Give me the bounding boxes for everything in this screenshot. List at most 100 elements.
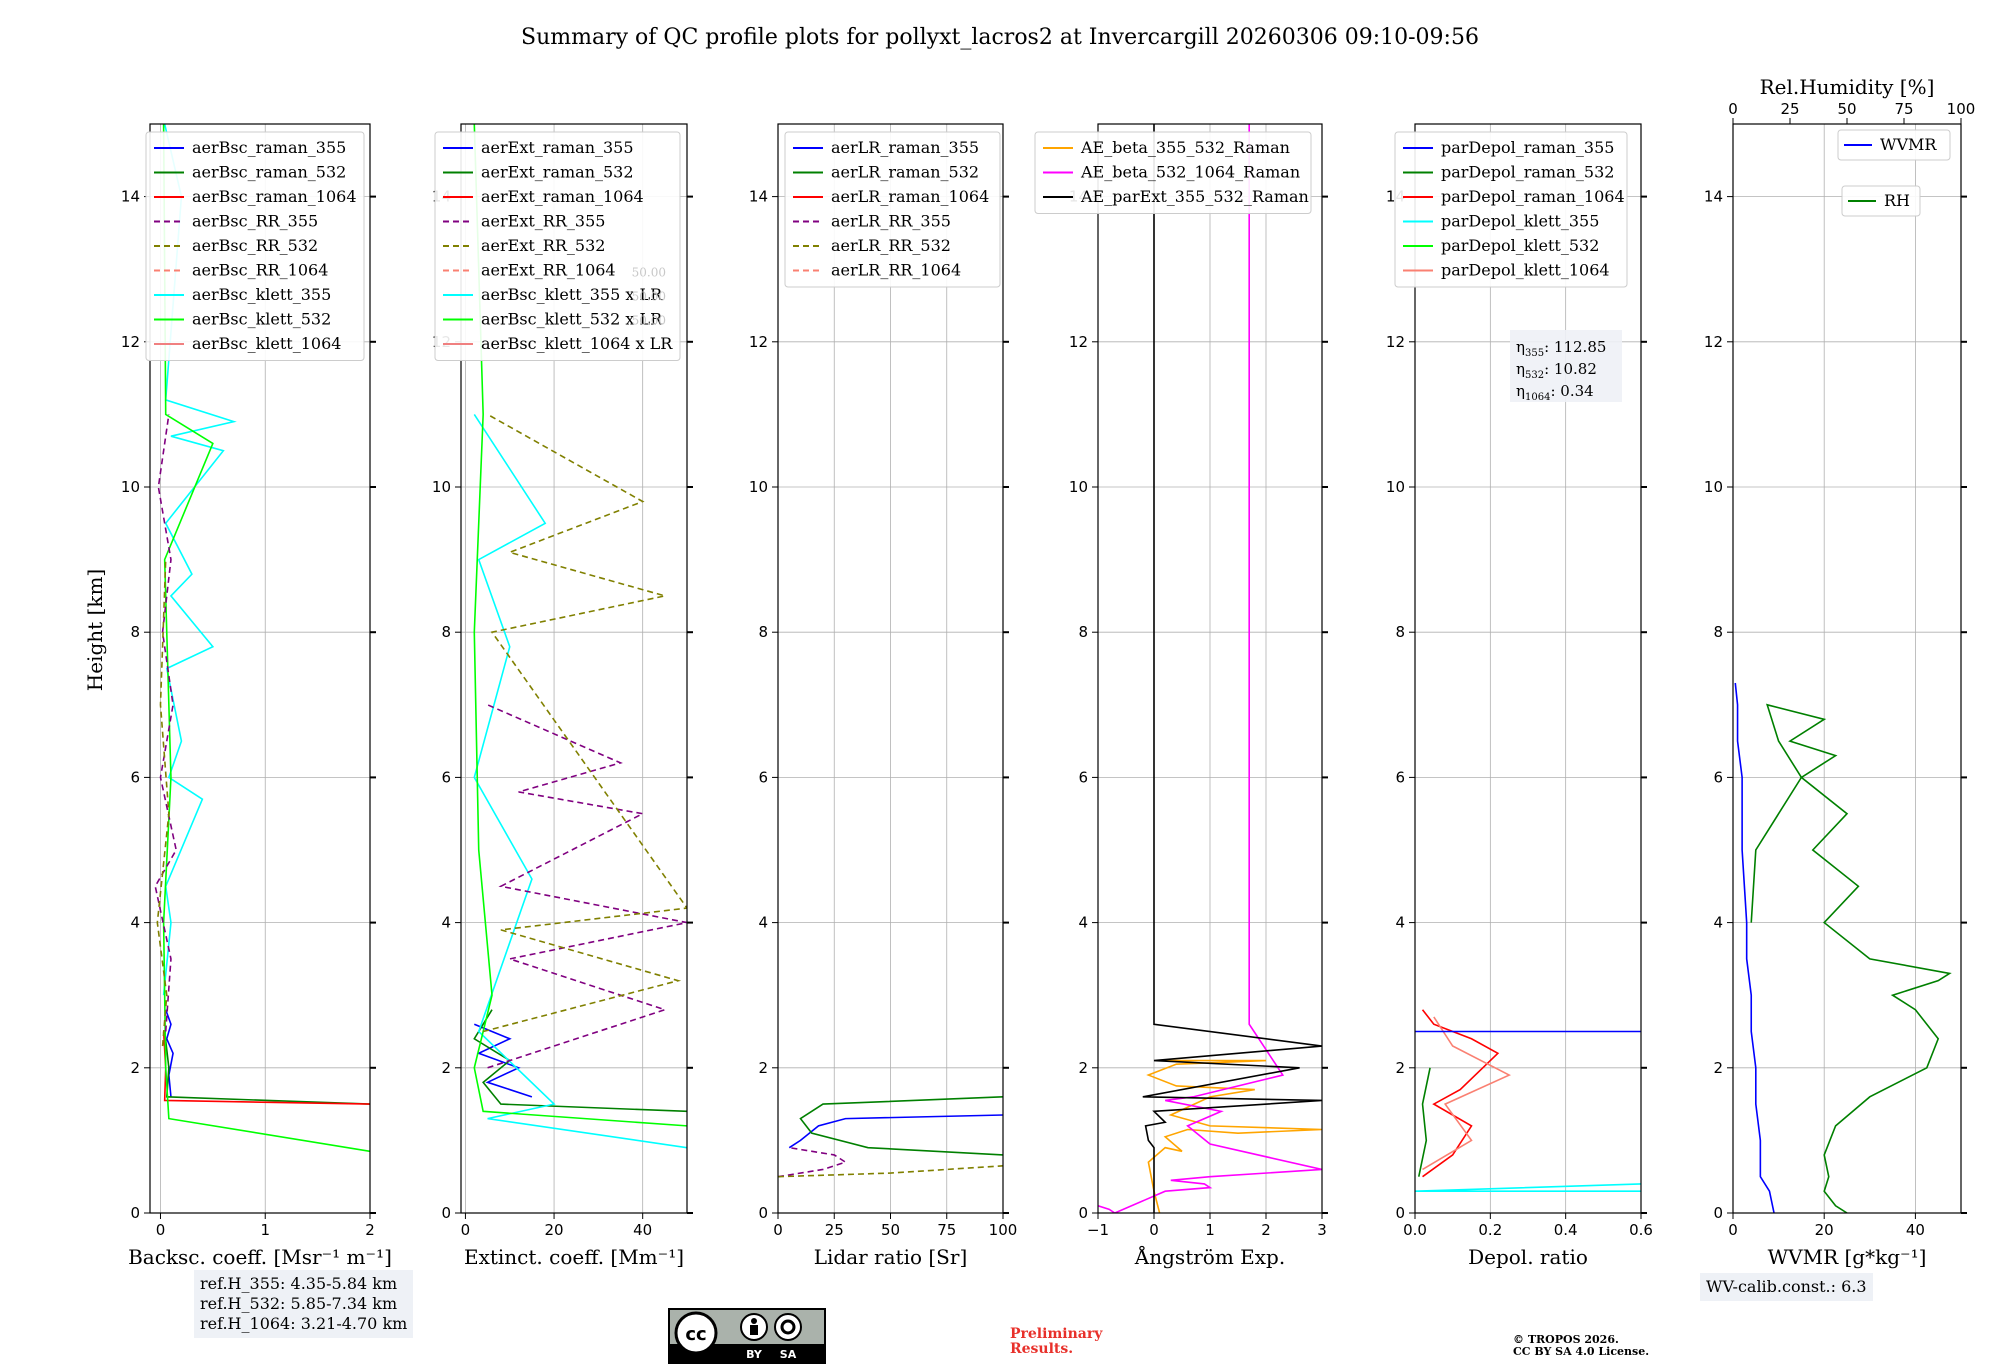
legend-label: aerLR_raman_532 <box>831 163 979 182</box>
legend-label: aerExt_raman_1064 <box>481 187 644 206</box>
legend-label: aerLR_RR_1064 <box>831 261 961 280</box>
y-tick-label: 10 <box>1704 478 1723 496</box>
axes-frame <box>460 123 688 1214</box>
series-parDepol_klett_355 <box>1415 1183 1641 1193</box>
y-tick-label: 12 <box>1386 333 1405 351</box>
y-tick-label: 2 <box>130 1059 140 1077</box>
legend-label: aerBsc_klett_532 <box>192 310 331 329</box>
legend-label: aerBsc_RR_355 <box>192 212 318 231</box>
legend-label: aerBsc_klett_355 <box>192 285 331 304</box>
ref-height-355: ref.H_355: 4.35-5.84 km <box>200 1274 398 1293</box>
y-tick-label: 10 <box>121 478 140 496</box>
top-tick-label: 100 <box>1947 100 1976 118</box>
legend-label: AE_beta_355_532_Raman <box>1080 138 1290 157</box>
series-parDepol_raman_1064 <box>1421 1009 1500 1178</box>
panel-water_vapor: 0 20 40 WVMR [g*kg⁻¹] 0 2 4 6 8 10 12 14 0 25 50 75 100 R… <box>1704 75 1975 1269</box>
x-tick-label: 40 <box>1906 1221 1925 1239</box>
sa-share-icon <box>774 1313 802 1341</box>
series-aerBsc_raman_532 <box>163 1031 370 1105</box>
y-tick-label: 6 <box>758 768 768 786</box>
series-AE_beta_355_532_Raman <box>1146 1059 1322 1213</box>
y-tick-label: 8 <box>1395 623 1405 641</box>
x-tick-label: −1 <box>1087 1221 1109 1239</box>
x-tick-label: 75 <box>937 1221 956 1239</box>
top-axis-label: Rel.Humidity [%] <box>1760 75 1935 99</box>
eta-box <box>1510 330 1622 402</box>
legend-label: parDepol_klett_355 <box>1441 212 1599 231</box>
y-tick-label: 6 <box>441 768 451 786</box>
y-tick-label: 0 <box>130 1204 140 1222</box>
x-tick-label: 0 <box>461 1221 471 1239</box>
preliminary-line: Results. <box>1010 1341 1074 1357</box>
legend-box <box>145 131 365 361</box>
legend-label: parDepol_klett_532 <box>1441 236 1599 255</box>
y-tick-label: 2 <box>1713 1059 1723 1077</box>
y-tick-label: 0 <box>1713 1204 1723 1222</box>
copyright-note: © TROPOS 2026. CC BY SA 4.0 License. <box>1513 1334 1649 1358</box>
legend-box <box>1034 131 1312 214</box>
x-axis-label: Ångström Exp. <box>1134 1244 1285 1269</box>
y-tick-label: 0 <box>1395 1204 1405 1222</box>
y-tick-label: 4 <box>130 914 140 932</box>
y-tick-label: 12 <box>1069 333 1088 351</box>
y-tick-label: 8 <box>130 623 140 641</box>
legend-label: aerBsc_klett_532 x LR <box>481 310 663 329</box>
ref-height-532: ref.H_532: 5.85-7.34 km <box>200 1294 398 1313</box>
series-aerExt_raman_532 <box>473 1009 687 1113</box>
preliminary-results-note: Preliminary Results. <box>1010 1327 1102 1357</box>
y-tick-label: 4 <box>1078 914 1088 932</box>
wv-calibration-box: WV-calib.const.: 6.3 <box>1700 1273 1873 1301</box>
y-tick-label: 8 <box>758 623 768 641</box>
legend-label: aerExt_RR_355 <box>481 212 605 231</box>
panel-lidar_ratio: 0 25 50 75 100 Lidar ratio [Sr] 0 2 4 6 8 10 12 14 aer… <box>749 123 1018 1269</box>
series-aerBsc_klett_532 <box>162 124 370 1153</box>
eta-value: η355: 112.85 <box>1516 338 1606 359</box>
x-tick-label: 50 <box>881 1221 900 1239</box>
x-tick-label: 40 <box>633 1221 652 1239</box>
series-aerLR_RR_532 <box>778 1165 1003 1178</box>
y-tick-label: 10 <box>1386 478 1405 496</box>
series-aerBsc_RR_532 <box>156 559 170 1047</box>
x-tick-label: 0 <box>773 1221 783 1239</box>
x-tick-label: 2 <box>365 1221 375 1239</box>
y-tick-label: 12 <box>1704 333 1723 351</box>
y-tick-label: 8 <box>1078 623 1088 641</box>
y-tick-label: 10 <box>1069 478 1088 496</box>
cc-badge-by: BY <box>746 1348 763 1361</box>
copyright-line: © TROPOS 2026. <box>1513 1333 1619 1346</box>
x-tick-label: 100 <box>989 1221 1018 1239</box>
y-tick-label: 4 <box>441 914 451 932</box>
legend-label: aerLR_RR_532 <box>831 236 951 255</box>
legend-label: AE_parExt_355_532_Raman <box>1080 187 1309 206</box>
x-tick-label: 2 <box>1261 1221 1271 1239</box>
series-parDepol_raman_532 <box>1417 1067 1431 1177</box>
y-tick-label: 10 <box>432 478 451 496</box>
cc-license-badge: cc BY SA <box>668 1308 826 1364</box>
y-tick-label: 2 <box>1395 1059 1405 1077</box>
y-tick-label: 6 <box>1395 768 1405 786</box>
x-tick-label: 1 <box>1205 1221 1215 1239</box>
legend-label: aerBsc_klett_1064 x LR <box>481 334 673 353</box>
legend-label: aerLR_raman_355 <box>831 138 979 157</box>
series-RH <box>1750 703 1952 1213</box>
x-tick-label: 3 <box>1317 1221 1327 1239</box>
x-tick-label: 25 <box>825 1221 844 1239</box>
cc-badge-sa: SA <box>780 1348 797 1361</box>
legend-label: aerBsc_klett_355 x LR <box>481 285 663 304</box>
ref-height-1064: ref.H_1064: 3.21-4.70 km <box>200 1314 408 1333</box>
y-tick-label: 6 <box>1078 768 1088 786</box>
x-tick-label: 0 <box>1149 1221 1159 1239</box>
eta-value: η532: 10.82 <box>1516 360 1597 381</box>
license-line: CC BY SA 4.0 License. <box>1513 1345 1650 1358</box>
legend-label: aerExt_RR_532 <box>481 236 605 255</box>
legend-label: RH <box>1884 191 1910 210</box>
x-axis-label: Depol. ratio <box>1468 1245 1588 1269</box>
preliminary-line: Preliminary <box>1010 1326 1103 1342</box>
legend-label: aerExt_raman_355 <box>481 138 634 157</box>
top-tick-label: 25 <box>1780 100 1799 118</box>
legend-label: aerLR_raman_1064 <box>831 187 989 206</box>
legend-box <box>1394 131 1628 288</box>
y-tick-label: 0 <box>758 1204 768 1222</box>
series-AE_beta_532_1064_Raman <box>1098 124 1322 1213</box>
